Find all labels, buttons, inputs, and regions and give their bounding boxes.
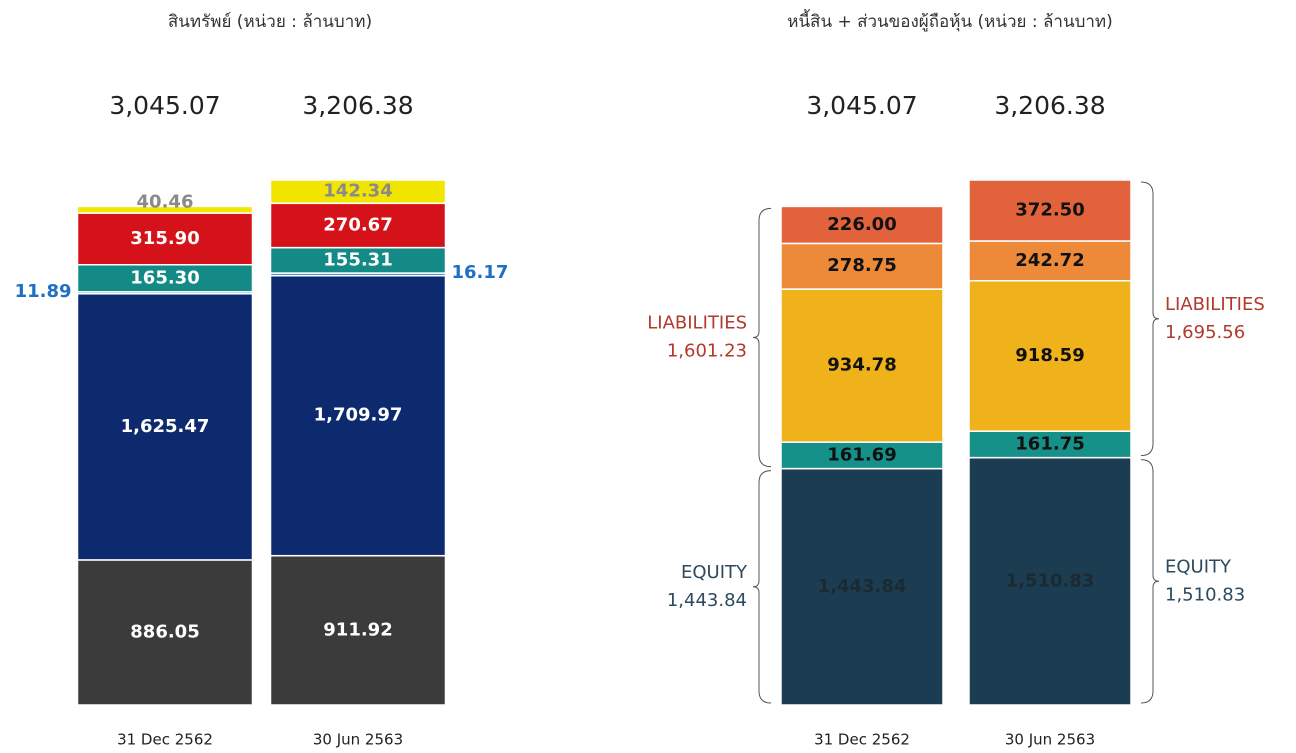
bar-segment	[780, 288, 944, 443]
total-label: 3,045.07	[806, 91, 917, 120]
segment-label: 242.72	[1015, 250, 1084, 271]
bracket-title: EQUITY	[1165, 556, 1232, 577]
bar-segment	[76, 264, 254, 293]
segment-label: 40.46	[137, 191, 194, 212]
segment-label: 270.67	[323, 214, 392, 235]
bracket	[1140, 181, 1160, 457]
bar-segment	[76, 559, 254, 706]
bar-segment	[76, 212, 254, 266]
bar-segment	[76, 205, 254, 214]
bracket-value: 1,695.56	[1165, 322, 1245, 343]
bar-segment	[780, 242, 944, 290]
bar-segment	[76, 293, 254, 561]
segment-label: 315.90	[130, 228, 199, 249]
total-label: 3,206.38	[994, 91, 1105, 120]
x-tick-label: 31 Dec 2562	[814, 731, 910, 749]
x-tick-label: 31 Dec 2562	[117, 731, 213, 749]
segment-label: 11.89	[15, 281, 72, 302]
segment-label: 1,625.47	[121, 416, 210, 437]
segment-label: 1,510.83	[1006, 570, 1095, 591]
bracket	[752, 470, 772, 704]
bracket-title: LIABILITIES	[1165, 294, 1265, 315]
segment-label: 278.75	[827, 255, 896, 276]
segment-label: 161.69	[827, 444, 896, 465]
chart-title: หนี้สิน + ส่วนของผู้ถือหุ้น (หน่วย : ล้า…	[787, 9, 1113, 32]
segment-label: 165.30	[130, 267, 199, 288]
segment-label: 886.05	[130, 621, 199, 642]
segment-label: 1,709.97	[314, 405, 403, 426]
segment-label: 1,443.84	[818, 576, 907, 597]
segment-label: 155.31	[323, 249, 392, 270]
bracket-title: LIABILITIES	[647, 313, 747, 334]
total-label: 3,206.38	[302, 91, 413, 120]
segment-label: 142.34	[323, 181, 392, 202]
bracket-value: 1,510.83	[1165, 584, 1245, 605]
segment-label: 16.17	[452, 262, 509, 283]
bracket-title: EQUITY	[681, 562, 748, 583]
bar-segment	[968, 456, 1132, 706]
bracket-value: 1,443.84	[667, 590, 747, 611]
bar-segment	[269, 202, 447, 249]
bar-segment	[780, 441, 944, 470]
segment-label: 918.59	[1015, 345, 1084, 366]
x-tick-label: 30 Jun 2563	[1005, 731, 1095, 749]
x-tick-label: 30 Jun 2563	[313, 731, 403, 749]
bar-segment	[780, 205, 944, 245]
segment-label: 911.92	[323, 619, 392, 640]
bar-segment	[269, 179, 447, 205]
total-label: 3,045.07	[109, 91, 220, 120]
bar-segment	[780, 467, 944, 706]
segment-label: 161.75	[1015, 433, 1084, 454]
bracket	[752, 207, 772, 468]
chart-title: สินทรัพย์ (หน่วย : ล้านบาท)	[168, 12, 372, 32]
bracket	[1140, 459, 1160, 704]
bar-segment	[968, 240, 1132, 282]
segment-label: 372.50	[1015, 199, 1084, 220]
segment-label: 934.78	[827, 355, 896, 376]
bar-segment	[968, 179, 1132, 242]
segment-label: 226.00	[827, 214, 896, 235]
bracket-value: 1,601.23	[667, 341, 747, 362]
